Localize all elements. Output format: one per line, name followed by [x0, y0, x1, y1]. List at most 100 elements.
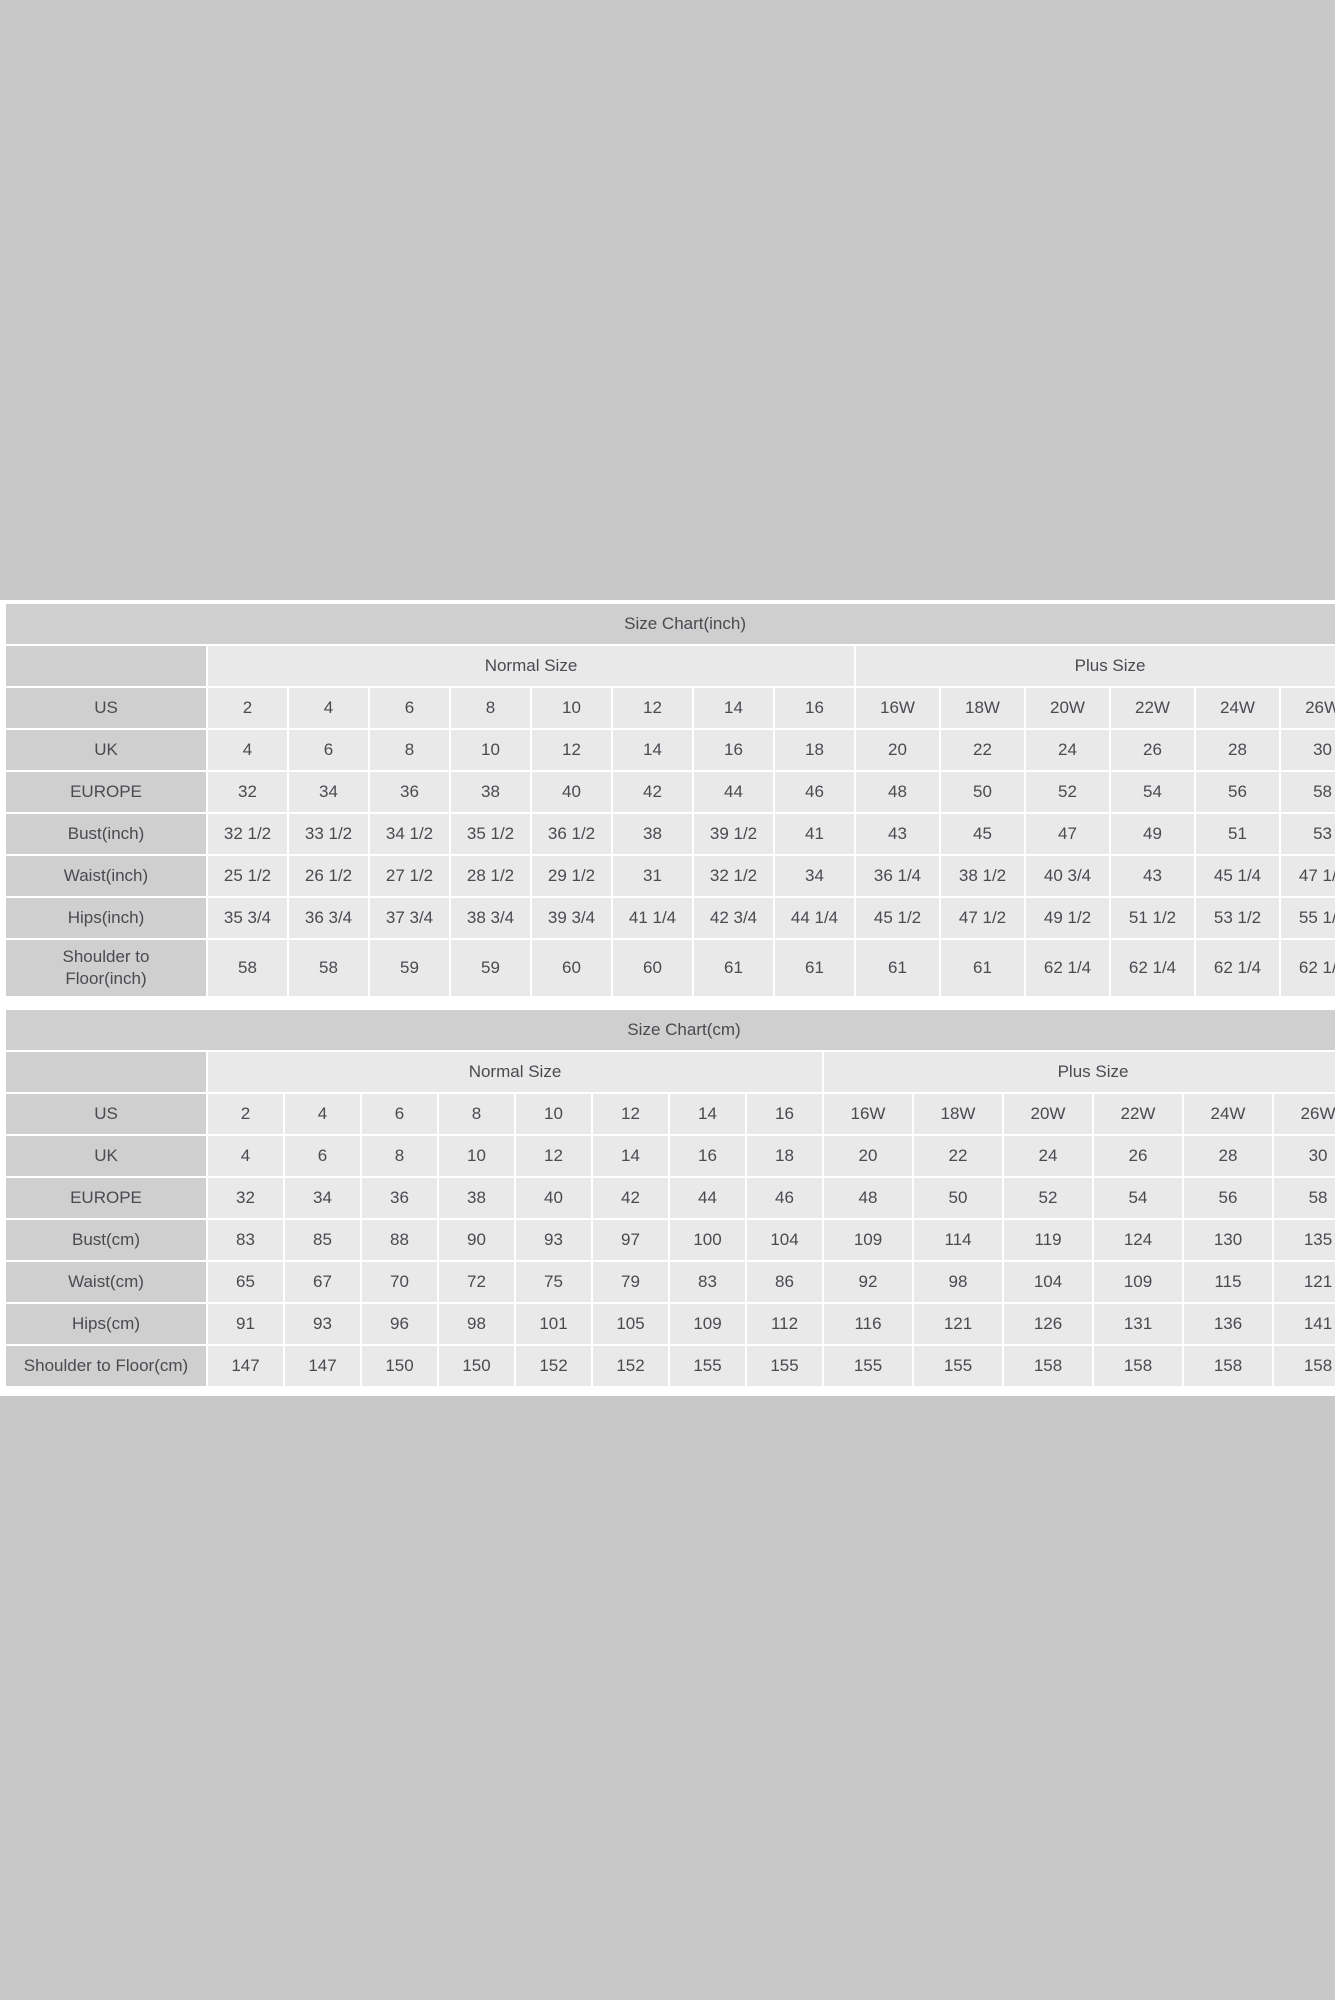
table-cell: 31 — [613, 856, 692, 896]
table-cell: 10 — [439, 1136, 514, 1176]
table-cell: 32 — [208, 772, 287, 812]
table-cell: 22W — [1094, 1094, 1182, 1134]
table-cell: 44 — [694, 772, 773, 812]
inch-row-label-uk: UK — [6, 730, 206, 770]
table-cell: 155 — [747, 1346, 822, 1386]
table-cell: 39 1/2 — [694, 814, 773, 854]
table-cell: 58 — [289, 940, 368, 996]
table-cell: 90 — [439, 1220, 514, 1260]
table-cell: 35 3/4 — [208, 898, 287, 938]
table-cell: 121 — [1274, 1262, 1335, 1302]
table-cell: 2 — [208, 1094, 283, 1134]
table-cell: 50 — [941, 772, 1024, 812]
table-cell: 86 — [747, 1262, 822, 1302]
table-cell: 26 — [1111, 730, 1194, 770]
table-cell: 26W — [1274, 1094, 1335, 1134]
table-cell: 38 — [613, 814, 692, 854]
table-cell: 12 — [613, 688, 692, 728]
table-cell: 42 3/4 — [694, 898, 773, 938]
table-row: Shoulder to Floor(cm) 147 147 150 150 152 152 1… — [6, 1346, 1335, 1386]
table-cell: 62 1/4 — [1196, 940, 1279, 996]
table-cell: 152 — [593, 1346, 668, 1386]
table-cell: 158 — [1184, 1346, 1272, 1386]
table-cell: 109 — [1094, 1262, 1182, 1302]
table-row: Shoulder to Floor(inch) 58 58 59 59 60 60 61 61 61… — [6, 940, 1335, 996]
size-chart-inch-table: Size Chart(inch) Normal Size Plus Size U… — [4, 602, 1335, 998]
table-cell: 20W — [1026, 688, 1109, 728]
table-cell: 43 — [1111, 856, 1194, 896]
table-cell: 30 — [1281, 730, 1335, 770]
table-cell: 48 — [856, 772, 939, 812]
table-cell: 34 — [775, 856, 854, 896]
table-cell: 75 — [516, 1262, 591, 1302]
table-cell: 22W — [1111, 688, 1194, 728]
table-cell: 85 — [285, 1220, 360, 1260]
table-cell: 70 — [362, 1262, 437, 1302]
table-cell: 61 — [775, 940, 854, 996]
table-cell: 100 — [670, 1220, 745, 1260]
table-cell: 26W — [1281, 688, 1335, 728]
inch-row-label-hips-inch: Hips(inch) — [6, 898, 206, 938]
table-cell: 55 1/2 — [1281, 898, 1335, 938]
row-label-line: Floor(inch) — [65, 969, 147, 988]
inch-group-normal-size: Normal Size — [208, 646, 854, 686]
table-cell: 51 — [1196, 814, 1279, 854]
table-cell: 53 — [1281, 814, 1335, 854]
table-row: UK 4 6 8 10 12 14 16 18 20 22 24 26 28 30 — [6, 1136, 1335, 1176]
table-cell: 27 1/2 — [370, 856, 449, 896]
table-cell: 97 — [593, 1220, 668, 1260]
table-row: Bust(inch) 32 1/2 33 1/2 34 1/2 35 1/2 36 1/2… — [6, 814, 1335, 854]
table-cell: 47 1/2 — [941, 898, 1024, 938]
cm-title-row: Size Chart(cm) — [6, 1010, 1335, 1050]
table-cell: 79 — [593, 1262, 668, 1302]
table-cell: 83 — [208, 1220, 283, 1260]
table-cell: 130 — [1184, 1220, 1272, 1260]
table-cell: 56 — [1196, 772, 1279, 812]
table-cell: 104 — [1004, 1262, 1092, 1302]
table-cell: 20W — [1004, 1094, 1092, 1134]
table-cell: 58 — [1281, 772, 1335, 812]
table-cell: 26 1/2 — [289, 856, 368, 896]
table-cell: 24W — [1184, 1094, 1272, 1134]
table-cell: 41 — [775, 814, 854, 854]
table-cell: 155 — [670, 1346, 745, 1386]
table-cell: 36 — [362, 1178, 437, 1218]
size-chart-cm-table: Size Chart(cm) Normal Size Plus Size US 2… — [4, 1008, 1335, 1388]
table-row: US 2 4 6 8 10 12 14 16 16W 18W 20W 22W 24W 26W — [6, 1094, 1335, 1134]
table-cell: 43 — [856, 814, 939, 854]
table-cell: 98 — [914, 1262, 1002, 1302]
table-cell: 155 — [914, 1346, 1002, 1386]
table-cell: 56 — [1184, 1178, 1272, 1218]
table-cell: 34 — [285, 1178, 360, 1218]
table-cell: 24W — [1196, 688, 1279, 728]
table-cell: 4 — [208, 730, 287, 770]
table-row: US 2 4 6 8 10 12 14 16 16W 18W 20W 22W 24W 26W — [6, 688, 1335, 728]
inch-table-body: Size Chart(inch) Normal Size Plus Size U… — [6, 604, 1335, 996]
table-cell: 38 — [451, 772, 530, 812]
table-cell: 61 — [694, 940, 773, 996]
table-cell: 131 — [1094, 1304, 1182, 1344]
table-row: Waist(inch) 25 1/2 26 1/2 27 1/2 28 1/2 29 1/… — [6, 856, 1335, 896]
table-cell: 46 — [747, 1178, 822, 1218]
table-cell: 38 1/2 — [941, 856, 1024, 896]
cm-row-label-bust-cm: Bust(cm) — [6, 1220, 206, 1260]
cm-group-plus-size: Plus Size — [824, 1052, 1335, 1092]
inch-row-label-shoulder-to-floor-inch: Shoulder to Floor(inch) — [6, 940, 206, 996]
table-cell: 93 — [516, 1220, 591, 1260]
table-cell: 33 1/2 — [289, 814, 368, 854]
table-cell: 12 — [532, 730, 611, 770]
table-cell: 136 — [1184, 1304, 1272, 1344]
table-cell: 8 — [362, 1136, 437, 1176]
table-cell: 45 1/2 — [856, 898, 939, 938]
table-cell: 25 1/2 — [208, 856, 287, 896]
table-cell: 150 — [362, 1346, 437, 1386]
table-cell: 158 — [1004, 1346, 1092, 1386]
table-cell: 98 — [439, 1304, 514, 1344]
table-cell: 147 — [208, 1346, 283, 1386]
table-cell: 61 — [941, 940, 1024, 996]
table-cell: 54 — [1094, 1178, 1182, 1218]
table-cell: 59 — [451, 940, 530, 996]
table-cell: 37 3/4 — [370, 898, 449, 938]
table-cell: 40 — [532, 772, 611, 812]
table-cell: 45 1/4 — [1196, 856, 1279, 896]
